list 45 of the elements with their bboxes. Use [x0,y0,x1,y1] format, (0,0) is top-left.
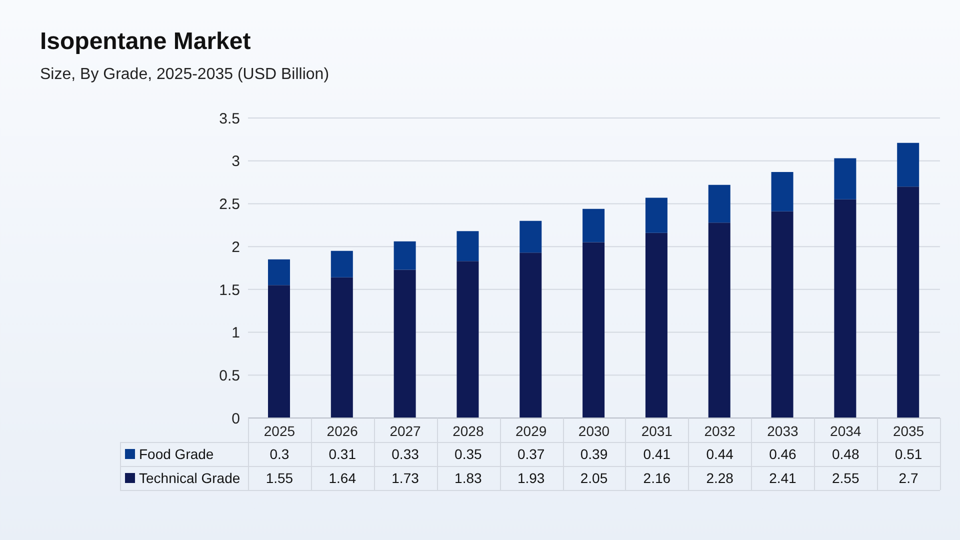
data-label: 0.41 [642,445,672,464]
y-tick-label: 2 [232,238,240,256]
data-label: 1.55 [264,469,294,488]
legend-label: Technical Grade [139,470,240,486]
x-tick-label: 2028 [452,422,484,439]
data-label: 0.37 [516,445,546,464]
x-tick-label: 2029 [516,422,547,439]
data-label: 1.93 [516,469,546,488]
data-label: 2.7 [898,469,920,488]
legend-label: Food Grade [139,446,214,462]
data-label: 1.73 [390,469,420,488]
data-label: 0.48 [831,445,860,464]
chart-subtitle: Size, By Grade, 2025-2035 (USD Billion) [40,66,330,84]
y-tick-label: 2.5 [219,196,240,214]
y-tick-label: 1 [232,324,240,342]
x-tick-label: 2034 [830,422,862,439]
y-tick-label: 3.5 [219,110,240,128]
x-tick-label: 2032 [704,422,736,439]
data-label: 0.35 [454,445,483,464]
data-label: 0.44 [705,445,734,464]
data-label: 0.46 [768,445,798,464]
chart-title: Isopentane Market [40,28,251,56]
data-label: 2.05 [579,469,609,488]
data-label: 1.83 [454,469,483,488]
y-tick-label: 1.5 [219,282,240,299]
data-label: 2.41 [768,469,798,488]
y-tick-label: 3 [232,153,240,170]
x-tick-label: 2026 [326,422,358,439]
x-tick-label: 2027 [390,422,422,439]
x-tick-label: 2030 [578,422,610,439]
data-label: 0.39 [579,445,609,464]
x-tick-label: 2031 [641,422,673,439]
y-tick-label: 0.5 [219,367,240,384]
data-label: 0.33 [390,445,420,464]
data-label: 1.64 [328,469,357,488]
data-label: 0.31 [328,445,357,464]
data-label: 2.16 [642,469,672,488]
x-tick-label: 2025 [264,422,296,439]
data-label: 2.55 [831,469,860,488]
data-label: 0.51 [894,445,924,464]
y-tick-label: 0 [232,410,240,428]
data-label: 0.3 [268,445,290,464]
data-label: 2.28 [705,469,734,488]
x-tick-label: 2033 [767,422,799,439]
x-tick-label: 2035 [892,422,924,439]
